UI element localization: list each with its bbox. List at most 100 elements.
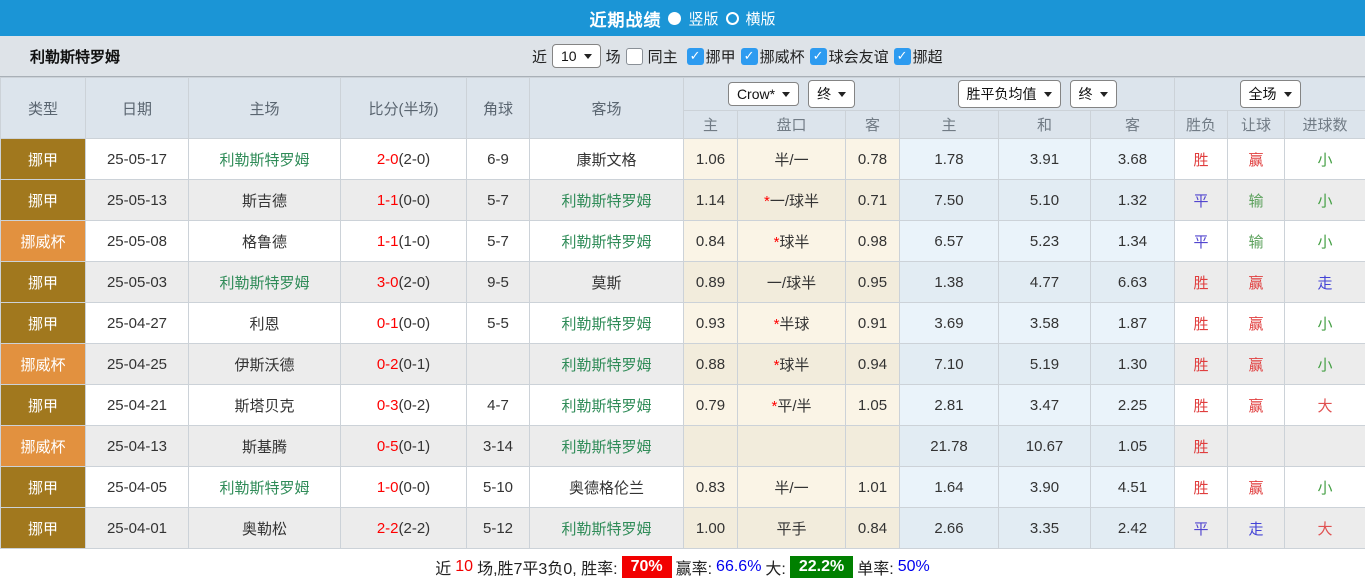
games-unit-label: 场 bbox=[606, 46, 621, 67]
mean-type-select[interactable]: 胜平负均值 bbox=[958, 80, 1061, 108]
match-score: 3-0(2-0) bbox=[341, 262, 467, 303]
subheader-mean-away: 客 bbox=[1091, 111, 1175, 139]
games-count-select[interactable]: 10 bbox=[552, 44, 601, 68]
subheader-result: 胜负 bbox=[1175, 111, 1228, 139]
odds-stage-select[interactable]: 终 bbox=[808, 80, 855, 108]
chevron-down-icon bbox=[584, 54, 592, 59]
home-team-name: 斯塔贝克 bbox=[189, 385, 341, 426]
win-draw-loss-result: 胜 bbox=[1175, 139, 1228, 180]
match-date: 25-04-21 bbox=[86, 385, 189, 426]
handicap-result: 输 bbox=[1228, 221, 1285, 262]
single-label: 单率: bbox=[857, 555, 893, 579]
corners-value bbox=[467, 344, 530, 385]
mean-draw-odds: 3.47 bbox=[999, 385, 1091, 426]
mean-home-odds: 21.78 bbox=[900, 426, 999, 467]
match-type-badge: 挪甲 bbox=[1, 508, 86, 549]
league-label-njia[interactable]: 挪甲 bbox=[706, 46, 736, 67]
league-label-friendly[interactable]: 球会友谊 bbox=[829, 46, 889, 67]
chevron-down-icon bbox=[782, 92, 790, 97]
mean-draw-odds: 5.23 bbox=[999, 221, 1091, 262]
mean-home-odds: 2.66 bbox=[900, 508, 999, 549]
mean-home-odds: 3.69 bbox=[900, 303, 999, 344]
result-group-header: 全场 bbox=[1175, 78, 1365, 111]
home-odds bbox=[684, 426, 738, 467]
league-label-nwb[interactable]: 挪威杯 bbox=[760, 46, 805, 67]
league-checkbox-nchao[interactable] bbox=[894, 48, 911, 65]
subheader-mean-home: 主 bbox=[900, 111, 999, 139]
col-header-corners: 角球 bbox=[467, 78, 530, 139]
big-label: 大: bbox=[765, 555, 785, 579]
corners-value: 9-5 bbox=[467, 262, 530, 303]
odds-company-select[interactable]: Crow* bbox=[728, 82, 799, 106]
subheader-mean-draw: 和 bbox=[999, 111, 1091, 139]
match-score: 2-0(2-0) bbox=[341, 139, 467, 180]
goals-result: 走 bbox=[1285, 262, 1365, 303]
subheader-handicap-result: 让球 bbox=[1228, 111, 1285, 139]
single-rate: 50% bbox=[898, 558, 930, 576]
match-score: 0-1(0-0) bbox=[341, 303, 467, 344]
mean-stage-select[interactable]: 终 bbox=[1070, 80, 1117, 108]
odds-group-header: Crow* 终 bbox=[684, 78, 900, 111]
away-odds: 0.84 bbox=[846, 508, 900, 549]
mean-away-odds: 1.05 bbox=[1091, 426, 1175, 467]
handicap-value: 一/球半 bbox=[738, 262, 846, 303]
away-odds: 0.91 bbox=[846, 303, 900, 344]
league-checkbox-nwb[interactable] bbox=[741, 48, 758, 65]
layout-horizontal-radio[interactable] bbox=[726, 12, 739, 25]
mean-away-odds: 1.30 bbox=[1091, 344, 1175, 385]
handicap-value: *半球 bbox=[738, 303, 846, 344]
handicap-value bbox=[738, 426, 846, 467]
same-home-label[interactable]: 同主 bbox=[648, 46, 678, 67]
league-checkbox-friendly[interactable] bbox=[810, 48, 827, 65]
mean-home-odds: 2.81 bbox=[900, 385, 999, 426]
col-header-home: 主场 bbox=[189, 78, 341, 139]
corners-value: 5-10 bbox=[467, 467, 530, 508]
match-type-badge: 挪甲 bbox=[1, 303, 86, 344]
match-type-badge: 挪甲 bbox=[1, 467, 86, 508]
league-label-nchao[interactable]: 挪超 bbox=[913, 46, 943, 67]
away-team-name: 利勒斯特罗姆 bbox=[530, 344, 684, 385]
scope-select[interactable]: 全场 bbox=[1240, 80, 1301, 108]
win-draw-loss-result: 胜 bbox=[1175, 426, 1228, 467]
mean-home-odds: 1.64 bbox=[900, 467, 999, 508]
summary-near-label: 近 bbox=[435, 555, 451, 579]
handicap-value: *平/半 bbox=[738, 385, 846, 426]
mean-home-odds: 6.57 bbox=[900, 221, 999, 262]
match-date: 25-05-08 bbox=[86, 221, 189, 262]
match-type-badge: 挪甲 bbox=[1, 262, 86, 303]
away-team-name: 康斯文格 bbox=[530, 139, 684, 180]
win-draw-loss-result: 平 bbox=[1175, 221, 1228, 262]
mean-home-odds: 7.10 bbox=[900, 344, 999, 385]
win-draw-loss-result: 胜 bbox=[1175, 467, 1228, 508]
layout-horizontal-label[interactable]: 横版 bbox=[746, 8, 776, 29]
handicap-value: 平手 bbox=[738, 508, 846, 549]
away-odds: 0.98 bbox=[846, 221, 900, 262]
handicap-result: 走 bbox=[1228, 508, 1285, 549]
home-odds: 0.89 bbox=[684, 262, 738, 303]
match-type-badge: 挪威杯 bbox=[1, 426, 86, 467]
handicap-result: 赢 bbox=[1228, 467, 1285, 508]
layout-vertical-radio[interactable] bbox=[668, 12, 681, 25]
league-checkbox-njia[interactable] bbox=[687, 48, 704, 65]
win-rate-badge: 70% bbox=[622, 556, 672, 578]
win-draw-loss-result: 平 bbox=[1175, 180, 1228, 221]
away-team-name: 奥德格伦兰 bbox=[530, 467, 684, 508]
mean-draw-odds: 5.10 bbox=[999, 180, 1091, 221]
summary-record-text: 场,胜7平3负0, 胜率: bbox=[477, 555, 617, 579]
handicap-result: 赢 bbox=[1228, 385, 1285, 426]
corners-value: 5-5 bbox=[467, 303, 530, 344]
col-header-away: 客场 bbox=[530, 78, 684, 139]
match-score: 0-3(0-2) bbox=[341, 385, 467, 426]
same-home-checkbox[interactable] bbox=[626, 48, 643, 65]
home-team-name: 斯基腾 bbox=[189, 426, 341, 467]
col-header-score: 比分(半场) bbox=[341, 78, 467, 139]
goals-result: 小 bbox=[1285, 139, 1365, 180]
layout-vertical-label[interactable]: 竖版 bbox=[688, 8, 718, 29]
handicap-result: 赢 bbox=[1228, 262, 1285, 303]
match-date: 25-04-27 bbox=[86, 303, 189, 344]
corners-value: 3-14 bbox=[467, 426, 530, 467]
